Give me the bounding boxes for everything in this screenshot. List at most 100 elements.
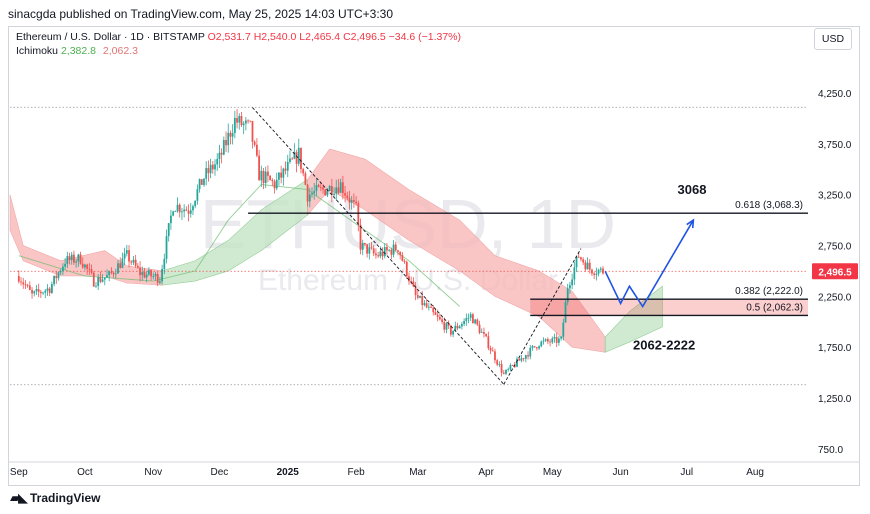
- candle-body: [282, 168, 285, 178]
- candle-body: [22, 282, 25, 285]
- candle-body: [558, 338, 560, 343]
- tradingview-logo[interactable]: ▰◣ TradingView: [10, 490, 100, 506]
- candle-body: [101, 279, 104, 282]
- x-tick-label: May: [543, 467, 562, 478]
- candle-body: [130, 261, 133, 263]
- candle-body: [159, 281, 161, 283]
- candle-body: [167, 223, 170, 237]
- candle-body: [381, 251, 384, 257]
- candle-body: [352, 200, 355, 202]
- candle-body: [264, 171, 267, 184]
- candle-body: [64, 263, 67, 267]
- candle-body: [81, 263, 84, 268]
- candle-body: [498, 364, 501, 365]
- candle-body: [59, 271, 62, 273]
- candle-body: [324, 189, 327, 196]
- candle-body: [163, 258, 166, 269]
- candle-body: [478, 324, 481, 333]
- candle-body: [39, 291, 42, 294]
- y-tick-label: 3,750.0: [818, 140, 852, 151]
- y-tick-label: 750.0: [818, 445, 843, 456]
- candle-body: [300, 147, 302, 170]
- candle-body: [112, 272, 115, 275]
- candle-body: [99, 276, 102, 282]
- candle-body: [183, 209, 186, 212]
- candle-body: [236, 117, 238, 123]
- candle-body: [90, 269, 93, 273]
- candle-body: [278, 172, 280, 180]
- candle-body: [522, 358, 525, 360]
- candle-body: [359, 224, 362, 250]
- level-2222-label: 0.382 (2,222.0): [735, 286, 803, 297]
- x-tick-label: Nov: [144, 467, 162, 478]
- candle-body: [571, 279, 574, 286]
- ohlc-close: C2,496.5: [343, 31, 386, 43]
- candle-body: [469, 314, 472, 318]
- candle-body: [447, 323, 450, 326]
- currency-button[interactable]: USD: [814, 28, 852, 50]
- candle-body: [403, 260, 406, 262]
- candle-body: [597, 269, 600, 274]
- candle-body: [209, 164, 212, 174]
- candle-body: [46, 288, 49, 291]
- candle-body: [319, 186, 322, 188]
- ohlc-low: L2,465.4: [299, 31, 341, 43]
- candle-body: [432, 307, 435, 313]
- current-price-label: 2,496.5: [818, 267, 852, 278]
- candle-body: [419, 295, 421, 298]
- candle-body: [222, 139, 225, 155]
- y-tick-label: 1,250.0: [818, 394, 852, 405]
- candle-body: [42, 292, 44, 294]
- candle-body: [313, 191, 316, 194]
- candle-body: [489, 348, 492, 351]
- symbol-name[interactable]: Ethereum / U.S. Dollar · 1D · BITSTAMP: [16, 31, 205, 43]
- candle-body: [121, 258, 124, 268]
- candle-body: [491, 350, 494, 352]
- candle-body: [516, 358, 518, 367]
- y-tick-label: 2,250.0: [818, 292, 852, 303]
- candle-body: [225, 139, 227, 146]
- candle-body: [33, 291, 36, 294]
- candle-body: [233, 117, 236, 134]
- candle-body: [388, 249, 391, 251]
- tradingview-brand: TradingView: [30, 491, 101, 505]
- symbol-legend: Ethereum / U.S. Dollar · 1D · BITSTAMP O…: [16, 31, 461, 43]
- candle-body: [66, 256, 69, 264]
- x-tick-label: Sep: [10, 467, 28, 478]
- y-tick-label: 1,750.0: [818, 343, 852, 354]
- candle-body: [535, 347, 538, 349]
- indicator-name[interactable]: Ichimoku: [16, 45, 59, 57]
- candle-body: [344, 193, 346, 196]
- candle-body: [68, 256, 71, 260]
- candle-body: [531, 346, 534, 348]
- candle-body: [255, 144, 258, 156]
- candle-body: [152, 276, 155, 277]
- candle-body: [178, 204, 181, 213]
- candle-body: [533, 346, 536, 348]
- candle-body: [483, 332, 485, 334]
- x-tick-label: Mar: [409, 467, 427, 478]
- candle-body: [247, 120, 249, 122]
- candle-body: [176, 204, 179, 212]
- candle-body: [220, 152, 223, 155]
- candle-body: [53, 275, 55, 285]
- chart-frame: [8, 26, 860, 486]
- candle-body: [553, 337, 556, 339]
- candle-body: [200, 179, 203, 185]
- candle-body: [156, 274, 159, 283]
- zone-label: 2062-2222: [633, 337, 695, 352]
- candle-body: [595, 273, 598, 275]
- candle-body: [487, 336, 490, 349]
- candle-body: [229, 132, 232, 137]
- candle-body: [258, 155, 260, 181]
- candle-body: [108, 271, 111, 276]
- candle-body: [366, 244, 369, 254]
- x-tick-label: 2025: [277, 467, 300, 478]
- candle-body: [48, 288, 51, 293]
- candle-body: [289, 158, 291, 162]
- candle-body: [172, 211, 175, 216]
- candle-body: [95, 285, 97, 287]
- candle-body: [593, 273, 596, 275]
- candle-body: [280, 172, 283, 178]
